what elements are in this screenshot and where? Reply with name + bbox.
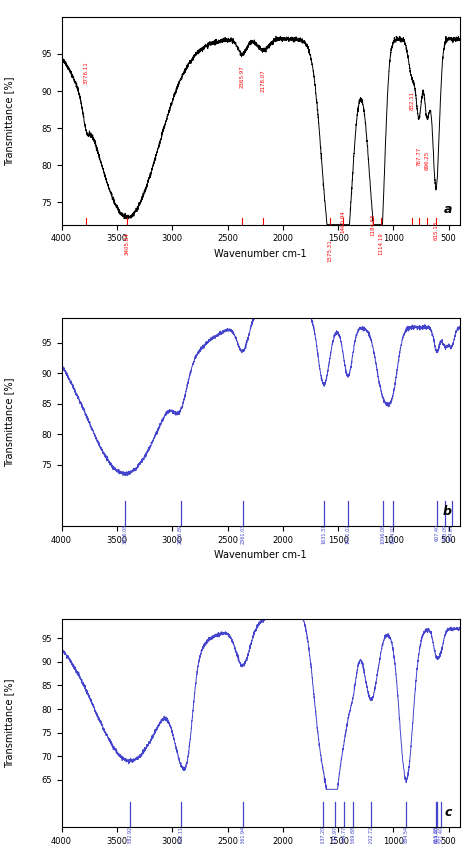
Text: b: b	[443, 505, 452, 517]
Y-axis label: Transmittance [%]: Transmittance [%]	[4, 76, 14, 165]
Text: 607.40: 607.40	[434, 524, 439, 541]
Text: 2365.97: 2365.97	[240, 65, 245, 88]
Text: 604.40: 604.40	[435, 825, 440, 843]
Text: 1460.94: 1460.94	[340, 210, 345, 233]
Text: c: c	[445, 806, 452, 819]
Text: 696.25: 696.25	[425, 150, 429, 170]
Text: a: a	[444, 203, 452, 216]
Y-axis label: Transmittance [%]: Transmittance [%]	[4, 679, 14, 768]
Text: 832.11: 832.11	[410, 91, 414, 111]
Text: 1184.55: 1184.55	[371, 214, 375, 236]
Text: 2922.11: 2922.11	[178, 825, 183, 844]
X-axis label: Wavenumber cm-1: Wavenumber cm-1	[214, 249, 307, 259]
Text: 3426.08: 3426.08	[123, 524, 128, 544]
Text: 1631.31: 1631.31	[321, 524, 326, 544]
Text: 615.13: 615.13	[434, 221, 438, 241]
Text: 2361.94: 2361.94	[240, 825, 246, 844]
Text: 1114.19: 1114.19	[378, 232, 383, 255]
Text: 533.09: 533.09	[443, 524, 447, 541]
X-axis label: Wavenumber cm-1: Wavenumber cm-1	[214, 550, 307, 560]
Text: 3405.84: 3405.84	[125, 232, 130, 255]
Text: 571.40: 571.40	[438, 825, 443, 843]
Text: 884.54: 884.54	[404, 825, 409, 843]
Text: 1004.03: 1004.03	[391, 524, 395, 544]
Y-axis label: Transmittance [%]: Transmittance [%]	[4, 377, 14, 467]
Text: 1444.77: 1444.77	[342, 825, 347, 844]
Text: 1532.97: 1532.97	[332, 825, 337, 844]
Text: 615.88: 615.88	[434, 825, 438, 843]
Text: 2178.07: 2178.07	[261, 69, 265, 91]
Text: 1411.02: 1411.02	[346, 524, 350, 544]
Text: 3382.92: 3382.92	[128, 825, 132, 844]
Text: 1096.08: 1096.08	[380, 524, 385, 544]
Text: 474.07: 474.07	[449, 524, 454, 541]
Text: 1202.72: 1202.72	[369, 825, 374, 844]
Text: 1575.31: 1575.31	[328, 240, 332, 262]
Text: 767.77: 767.77	[417, 147, 421, 166]
Text: 3776.11: 3776.11	[84, 62, 89, 84]
Text: 1369.88: 1369.88	[350, 825, 355, 844]
Text: 1637.20: 1637.20	[320, 825, 326, 844]
Text: 2925.89: 2925.89	[178, 524, 183, 544]
Text: 2361.03: 2361.03	[240, 524, 246, 544]
